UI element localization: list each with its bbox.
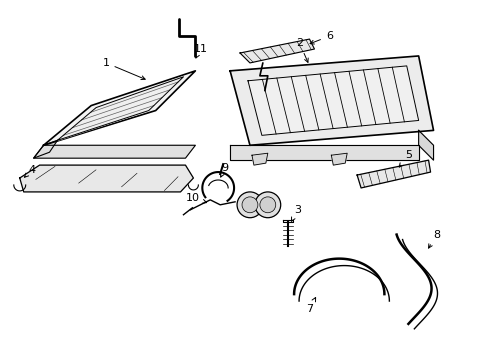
Polygon shape bbox=[230, 145, 418, 160]
Polygon shape bbox=[43, 71, 195, 145]
Polygon shape bbox=[34, 145, 195, 158]
Text: 8: 8 bbox=[427, 230, 439, 248]
Circle shape bbox=[259, 197, 275, 213]
Polygon shape bbox=[251, 153, 267, 165]
Polygon shape bbox=[57, 77, 183, 140]
Circle shape bbox=[242, 197, 257, 213]
Polygon shape bbox=[230, 56, 433, 145]
Text: 5: 5 bbox=[398, 150, 411, 167]
Polygon shape bbox=[20, 165, 193, 192]
Text: 4: 4 bbox=[24, 165, 35, 177]
Circle shape bbox=[254, 192, 280, 218]
Circle shape bbox=[237, 192, 263, 218]
Polygon shape bbox=[247, 66, 418, 135]
Text: 6: 6 bbox=[309, 31, 332, 44]
Text: 11: 11 bbox=[193, 44, 207, 58]
Text: 10: 10 bbox=[185, 193, 206, 203]
Text: 2: 2 bbox=[295, 38, 307, 62]
Polygon shape bbox=[418, 130, 433, 160]
Text: 3: 3 bbox=[291, 205, 301, 221]
Polygon shape bbox=[34, 140, 57, 158]
Text: 9: 9 bbox=[220, 163, 228, 177]
Text: 7: 7 bbox=[305, 297, 315, 314]
Polygon shape bbox=[331, 153, 346, 165]
Polygon shape bbox=[356, 160, 429, 188]
Text: 1: 1 bbox=[102, 58, 145, 80]
Polygon shape bbox=[240, 39, 314, 63]
